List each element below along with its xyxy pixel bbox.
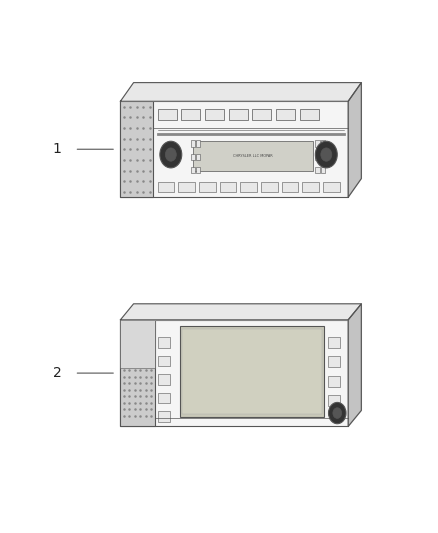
Polygon shape [120,83,361,101]
Circle shape [166,148,176,161]
Polygon shape [348,304,361,426]
Bar [261,182,278,192]
FancyBboxPatch shape [120,320,348,426]
Bar [180,326,324,417]
Bar [158,109,177,120]
Text: 2: 2 [53,366,61,380]
Bar [321,154,325,160]
Polygon shape [348,83,361,197]
Bar [300,109,318,120]
Bar [120,320,155,368]
Bar [158,356,170,366]
Bar [205,109,224,120]
Bar [191,154,195,160]
Bar [252,109,271,120]
Bar [191,167,195,173]
Bar [191,140,195,147]
Text: 1: 1 [53,142,61,156]
Bar [276,109,295,120]
Bar [315,167,320,173]
Bar [196,154,200,160]
Bar [328,357,340,367]
Bar [181,109,200,120]
Bar [158,411,170,422]
Bar [303,182,319,192]
Bar [328,395,340,406]
Bar [158,393,170,403]
Bar [328,376,340,386]
Bar [328,337,340,348]
Bar [193,141,313,171]
Bar [196,140,200,147]
Circle shape [328,402,346,424]
Bar [158,374,170,385]
Bar [229,109,247,120]
FancyBboxPatch shape [120,101,348,197]
Bar [199,182,215,192]
Circle shape [321,148,332,161]
Bar [158,337,170,348]
Bar [321,140,325,147]
Polygon shape [120,304,361,320]
Bar [178,182,195,192]
Bar [120,320,155,426]
Bar [196,167,200,173]
Bar [321,167,325,173]
Bar [182,329,322,414]
Bar [158,182,174,192]
Bar [323,182,340,192]
Bar [120,101,153,197]
Circle shape [333,408,342,418]
Bar [240,182,257,192]
Text: CHRYSLER LLC MOPAR: CHRYSLER LLC MOPAR [233,154,273,158]
Bar [220,182,236,192]
Circle shape [160,141,182,168]
Bar [282,182,298,192]
Circle shape [315,141,337,168]
Bar [315,140,320,147]
Bar [315,154,320,160]
